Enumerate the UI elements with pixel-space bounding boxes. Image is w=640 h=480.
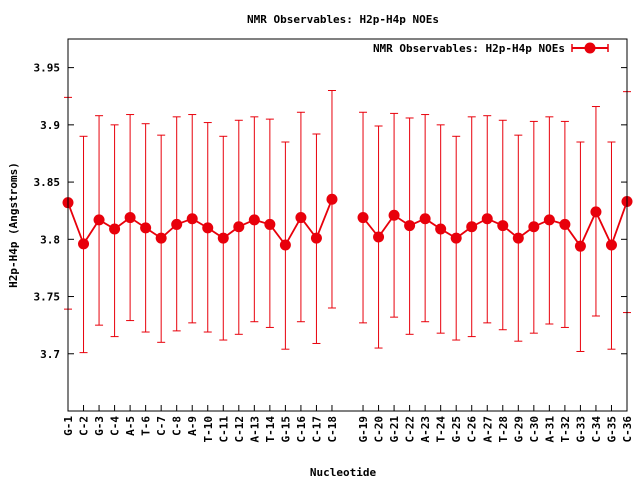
data-point — [605, 239, 617, 251]
x-tick-label: C-36 — [621, 416, 634, 443]
data-point — [233, 221, 245, 233]
x-tick-label: T-28 — [497, 416, 510, 443]
x-tick-label: C-11 — [217, 416, 230, 443]
data-point — [497, 220, 509, 232]
y-axis-label: H2p-H4p (Angstroms) — [7, 162, 20, 288]
data-point — [140, 222, 152, 234]
data-point — [435, 223, 447, 235]
x-tick-label: G-3 — [93, 416, 106, 436]
data-point — [357, 212, 369, 224]
data-point — [310, 232, 322, 244]
y-ticks: 3.7 3.75 3.8 3.85 3.9 3.95 — [34, 62, 627, 361]
x-tick-label: G-15 — [279, 416, 292, 443]
y-tick-label: 3.85 — [34, 176, 61, 189]
x-tick-label: A-31 — [543, 416, 556, 443]
chart-title: NMR Observables: H2p-H4p NOEs — [247, 13, 439, 26]
x-tick-label: G-33 — [574, 416, 587, 443]
x-tick-label: C-2 — [78, 416, 91, 436]
data-point — [466, 221, 478, 233]
y-tick-label: 3.95 — [34, 62, 61, 75]
x-tick-label: C-8 — [171, 416, 184, 436]
legend: NMR Observables: H2p-H4p NOEs — [373, 42, 609, 55]
data-point — [202, 222, 214, 234]
data-point — [326, 193, 338, 205]
x-ticks: G-1 C-2 G-3 C-4 A-5 T-6 C-7 C-8 A-9 T-10 C-11 C-12 A… — [62, 405, 634, 443]
data-point — [264, 218, 276, 230]
data-points — [62, 193, 633, 252]
data-point — [388, 209, 400, 221]
data-point — [450, 232, 462, 244]
y-tick-label: 3.9 — [40, 119, 60, 132]
series-lines — [67, 198, 628, 248]
data-point — [171, 218, 183, 230]
x-tick-label: A-23 — [419, 416, 432, 443]
data-point — [481, 213, 493, 225]
x-tick-label: G-19 — [357, 416, 370, 443]
data-point — [528, 221, 540, 233]
data-point — [512, 232, 524, 244]
x-tick-label: A-9 — [186, 416, 199, 436]
x-tick-label: G-35 — [605, 416, 618, 443]
data-point — [543, 214, 555, 226]
x-tick-label: C-34 — [590, 416, 603, 443]
legend-marker — [584, 42, 596, 54]
data-point — [186, 213, 198, 225]
data-point — [590, 206, 602, 218]
y-tick-label: 3.75 — [34, 291, 61, 304]
data-point — [574, 240, 586, 252]
data-point — [93, 214, 105, 226]
x-tick-label: C-26 — [466, 416, 479, 443]
x-tick-label: G-25 — [450, 416, 463, 443]
data-point — [124, 212, 136, 224]
data-point — [78, 238, 90, 250]
series-line — [67, 198, 333, 247]
x-tick-label: T-10 — [202, 416, 215, 443]
x-tick-label: C-30 — [528, 416, 541, 443]
data-point — [248, 214, 260, 226]
data-point — [279, 239, 291, 251]
data-point — [373, 231, 385, 243]
data-point — [559, 218, 571, 230]
data-point — [155, 232, 167, 244]
x-tick-label: C-20 — [373, 416, 386, 443]
x-tick-label: C-4 — [109, 416, 122, 436]
data-point — [109, 223, 121, 235]
x-tick-label: C-18 — [326, 416, 339, 443]
x-tick-label: C-7 — [155, 416, 168, 436]
legend-label: NMR Observables: H2p-H4p NOEs — [373, 42, 565, 55]
x-tick-label: G-1 — [62, 416, 75, 436]
x-axis-label: Nucleotide — [310, 466, 377, 479]
y-tick-label: 3.7 — [40, 348, 60, 361]
x-tick-label: G-21 — [388, 416, 401, 443]
x-tick-label: T-14 — [264, 416, 277, 443]
x-tick-label: T-24 — [435, 416, 448, 443]
x-tick-label: A-13 — [248, 416, 261, 443]
x-tick-label: C-12 — [233, 416, 246, 443]
x-tick-label: C-22 — [404, 416, 417, 443]
data-point — [419, 213, 431, 225]
x-tick-label: T-32 — [559, 416, 572, 443]
x-tick-label: A-27 — [481, 416, 494, 443]
x-tick-label: C-16 — [295, 416, 308, 443]
x-tick-label: A-5 — [124, 416, 137, 436]
series-line — [362, 201, 628, 248]
x-tick-label: T-6 — [140, 416, 153, 436]
x-tick-label: G-29 — [512, 416, 525, 443]
y-tick-label: 3.8 — [40, 233, 60, 246]
plot-frame — [67, 38, 628, 412]
x-tick-label: C-17 — [310, 416, 323, 443]
data-point — [217, 232, 229, 244]
data-point — [404, 220, 416, 232]
data-point — [295, 212, 307, 224]
